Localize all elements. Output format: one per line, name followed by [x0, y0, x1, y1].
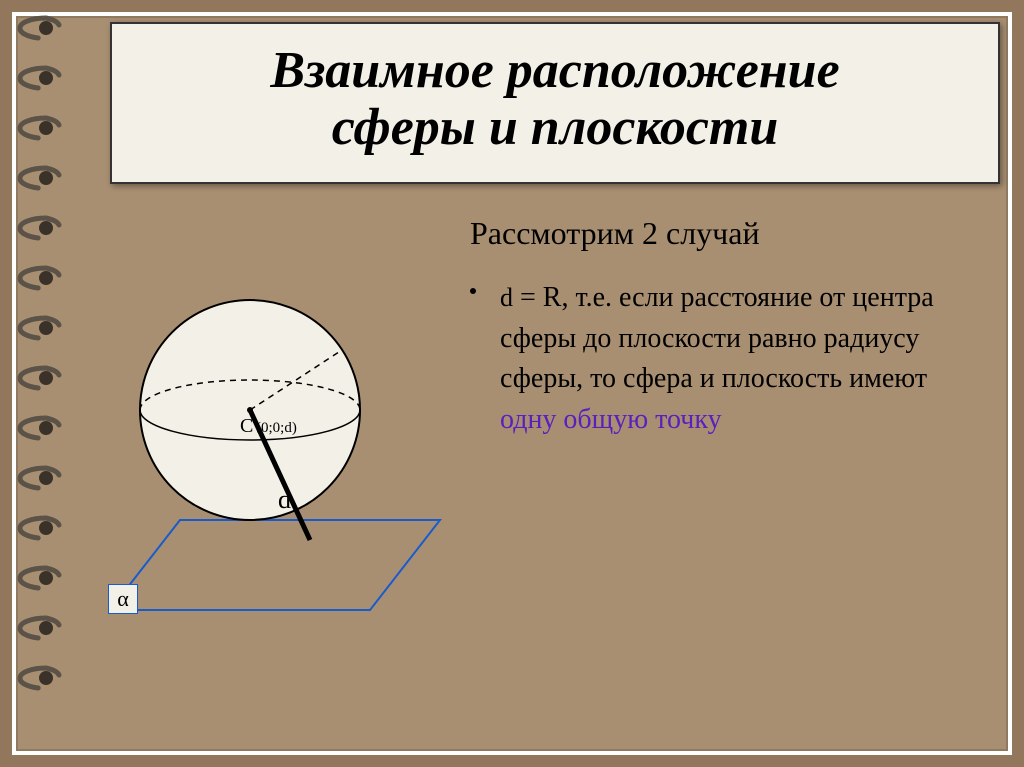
svg-text:C: C: [240, 415, 253, 437]
bullet-prefix: d: [500, 283, 513, 312]
bullet-block: d = R, т.е. если расстояние от центра сф…: [500, 278, 984, 440]
bullet-highlight: одну общую точку: [500, 404, 722, 435]
svg-text:d: d: [278, 485, 291, 514]
title-box: Взаимное расположение сферы и плоскости: [110, 22, 1000, 184]
sphere-plane-diagram: C(0;0;d) d: [70, 290, 470, 710]
bullet-text: = R, т.е. если расстояние от центра сфер…: [500, 282, 934, 394]
diagram-svg: C(0;0;d) d: [70, 290, 470, 710]
slide-title: Взаимное расположение сферы и плоскости: [132, 42, 978, 156]
title-line1: Взаимное расположение: [270, 42, 839, 99]
bullet-dot-icon: [470, 288, 476, 294]
alpha-label-box: α: [108, 584, 138, 614]
svg-text:(0;0;d): (0;0;d): [256, 420, 297, 436]
title-line2: сферы и плоскости: [332, 99, 779, 156]
slide-subtitle: Рассмотрим 2 случай: [470, 215, 760, 252]
